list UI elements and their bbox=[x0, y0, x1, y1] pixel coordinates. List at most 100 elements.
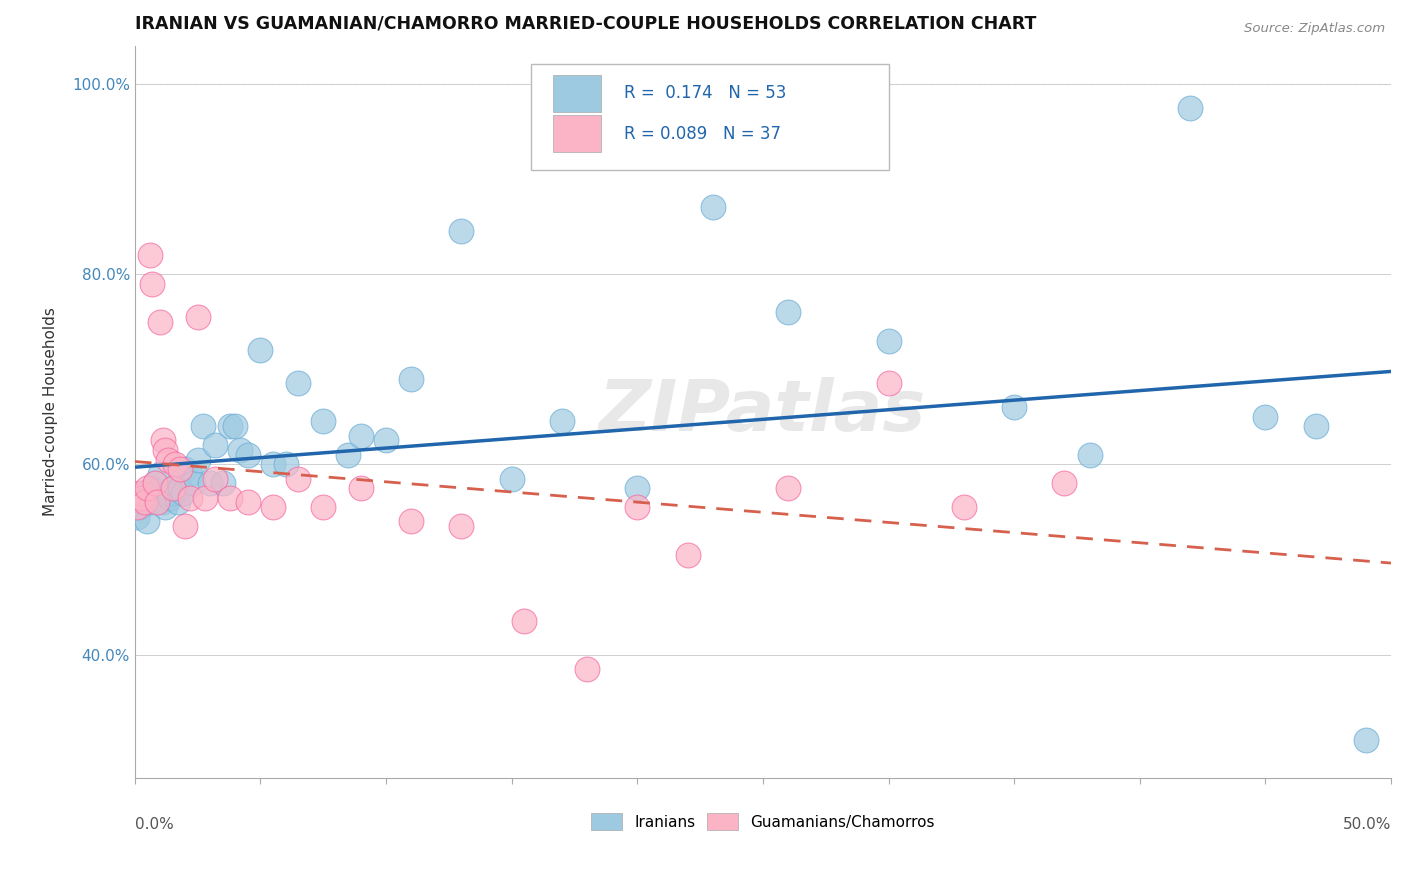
Point bbox=[211, 476, 233, 491]
Point bbox=[174, 462, 197, 476]
Point bbox=[249, 343, 271, 357]
Point bbox=[165, 485, 187, 500]
Point bbox=[1305, 419, 1327, 434]
Point bbox=[194, 491, 217, 505]
Point bbox=[128, 500, 150, 514]
Point bbox=[187, 310, 209, 324]
Point bbox=[134, 485, 156, 500]
Point bbox=[204, 471, 226, 485]
Point bbox=[350, 481, 373, 495]
Point bbox=[166, 495, 188, 509]
Y-axis label: Married-couple Households: Married-couple Households bbox=[44, 308, 58, 516]
Point bbox=[204, 438, 226, 452]
Point bbox=[450, 519, 472, 533]
Point bbox=[143, 476, 166, 491]
Point bbox=[152, 495, 174, 509]
Point bbox=[162, 481, 184, 495]
Point bbox=[287, 376, 309, 391]
Point bbox=[127, 509, 149, 524]
Point bbox=[877, 376, 900, 391]
Point bbox=[149, 314, 172, 328]
Point bbox=[181, 476, 204, 491]
Point bbox=[169, 481, 191, 495]
Point bbox=[165, 457, 187, 471]
Point bbox=[626, 481, 648, 495]
Point bbox=[262, 457, 284, 471]
Point bbox=[174, 519, 197, 533]
FancyBboxPatch shape bbox=[553, 115, 600, 152]
Point bbox=[450, 224, 472, 238]
Point bbox=[350, 428, 373, 442]
Point bbox=[676, 548, 699, 562]
Point bbox=[626, 500, 648, 514]
Text: R = 0.089   N = 37: R = 0.089 N = 37 bbox=[623, 125, 780, 143]
Point bbox=[229, 442, 252, 457]
Point bbox=[1002, 400, 1025, 414]
Point bbox=[399, 371, 422, 385]
Point bbox=[375, 434, 398, 448]
Point bbox=[128, 485, 150, 500]
Point bbox=[513, 614, 536, 628]
Point bbox=[159, 491, 181, 505]
Point bbox=[152, 434, 174, 448]
Point bbox=[312, 500, 335, 514]
Point bbox=[219, 419, 242, 434]
Legend: Iranians, Guamanians/Chamorros: Iranians, Guamanians/Chamorros bbox=[585, 806, 941, 837]
Point bbox=[187, 452, 209, 467]
Text: IRANIAN VS GUAMANIAN/CHAMORRO MARRIED-COUPLE HOUSEHOLDS CORRELATION CHART: IRANIAN VS GUAMANIAN/CHAMORRO MARRIED-CO… bbox=[135, 15, 1036, 33]
Point bbox=[136, 514, 159, 528]
Point bbox=[136, 481, 159, 495]
Point bbox=[877, 334, 900, 348]
Point bbox=[262, 500, 284, 514]
Point bbox=[141, 481, 163, 495]
Point bbox=[169, 462, 191, 476]
Point bbox=[146, 491, 169, 505]
Point bbox=[337, 448, 360, 462]
Point bbox=[953, 500, 976, 514]
Text: ZIPatlas: ZIPatlas bbox=[599, 377, 927, 446]
Text: R =  0.174   N = 53: R = 0.174 N = 53 bbox=[623, 84, 786, 103]
Point bbox=[200, 476, 222, 491]
Point bbox=[224, 419, 246, 434]
Point bbox=[1254, 409, 1277, 424]
Point bbox=[143, 476, 166, 491]
FancyBboxPatch shape bbox=[530, 64, 889, 170]
Point bbox=[1053, 476, 1076, 491]
Point bbox=[776, 305, 799, 319]
Point bbox=[139, 248, 162, 262]
Point bbox=[191, 419, 214, 434]
Point bbox=[312, 414, 335, 428]
Point bbox=[139, 495, 162, 509]
Point bbox=[501, 471, 523, 485]
Point bbox=[179, 491, 201, 505]
Point bbox=[156, 452, 179, 467]
Point bbox=[179, 467, 201, 481]
Point bbox=[1354, 733, 1376, 747]
Point bbox=[172, 485, 194, 500]
Point bbox=[134, 495, 156, 509]
Point bbox=[131, 495, 153, 509]
Point bbox=[1178, 101, 1201, 115]
Point bbox=[551, 414, 574, 428]
Point bbox=[399, 514, 422, 528]
Point bbox=[274, 457, 297, 471]
Point bbox=[141, 277, 163, 291]
Point bbox=[156, 485, 179, 500]
Point bbox=[236, 495, 259, 509]
Point bbox=[219, 491, 242, 505]
Point bbox=[236, 448, 259, 462]
Point bbox=[149, 467, 172, 481]
Point bbox=[153, 442, 176, 457]
Point bbox=[162, 481, 184, 495]
Point bbox=[576, 662, 599, 676]
Point bbox=[146, 495, 169, 509]
Point bbox=[776, 481, 799, 495]
Point bbox=[1078, 448, 1101, 462]
Point bbox=[127, 500, 149, 514]
Text: 0.0%: 0.0% bbox=[135, 817, 173, 832]
Text: 50.0%: 50.0% bbox=[1343, 817, 1391, 832]
FancyBboxPatch shape bbox=[553, 75, 600, 112]
Point bbox=[702, 201, 724, 215]
Point bbox=[153, 500, 176, 514]
Text: Source: ZipAtlas.com: Source: ZipAtlas.com bbox=[1244, 22, 1385, 36]
